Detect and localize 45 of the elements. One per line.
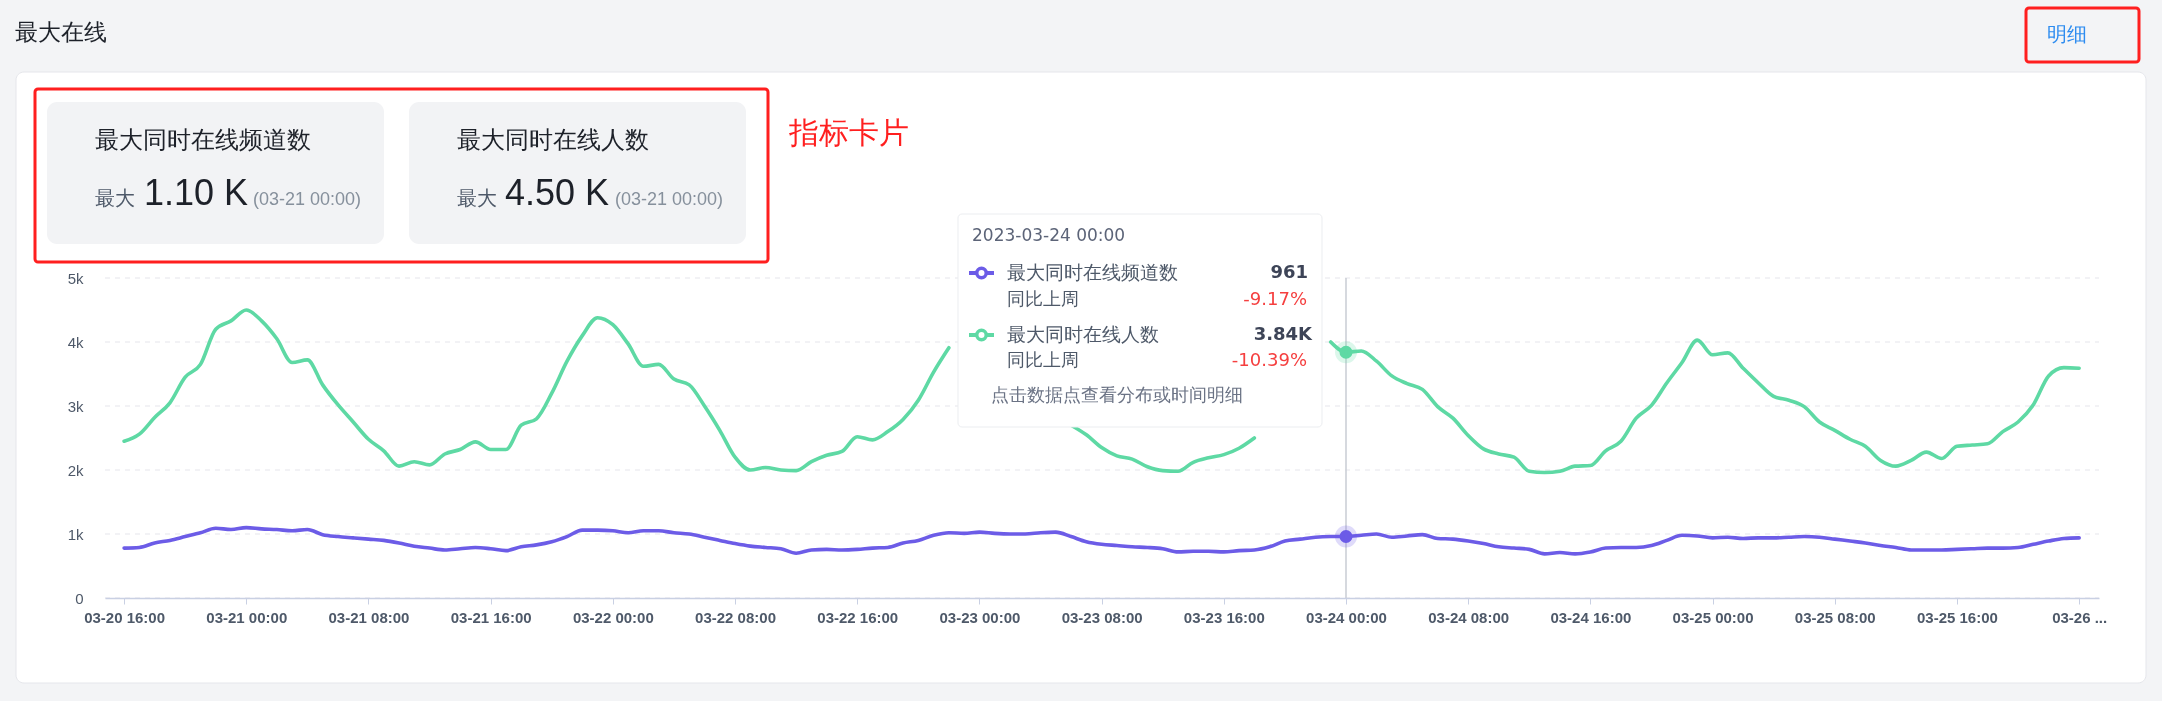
annotation: 961 [1270, 261, 1308, 282]
text: (03-21 00:00) [615, 189, 724, 209]
annotation: 同比上周 [1007, 350, 1079, 370]
line-series [122, 525, 2081, 556]
x-tick-label: 03-23 08:00 [1061, 608, 1143, 626]
annotation: 点击数据点查看分布或时间明细 [991, 385, 1243, 405]
x-tick-label: 03-24 00:00 [1306, 608, 1387, 626]
x-tick-label: 03-25 00:00 [1672, 608, 1754, 626]
legend-label: 最大同时在线频道数 [1007, 262, 1178, 283]
x-tick-label: 03-22 00:00 [572, 608, 654, 626]
y-tick-label: 4k [67, 333, 84, 351]
x-tick-label: 03-26 ... [2052, 608, 2108, 626]
text: 2023-03-24 00:00 [972, 225, 1126, 245]
x-tick-label: 03-20 16:00 [84, 608, 166, 626]
x-tick-label: 03-25 08:00 [1794, 608, 1876, 626]
text: (03-21 00:00) [253, 189, 362, 209]
text: 最大同时在线人数 [457, 126, 649, 153]
x-tick-label: 03-22 08:00 [695, 608, 776, 626]
x-tick-label: 03-21 00:00 [206, 608, 288, 626]
y-tick-label: 2k [67, 461, 84, 479]
x-tick-label: 03-21 16:00 [450, 608, 532, 626]
y-tick-label: 5k [67, 269, 84, 287]
text: 最大 [95, 187, 135, 209]
x-tick-label: 03-23 16:00 [1183, 608, 1265, 626]
text: 最大同时在线频道数 [95, 126, 311, 153]
y-tick-label: 1k [67, 525, 84, 543]
annotation: 3.84K [1253, 323, 1314, 344]
x-tick-label: 03-23 00:00 [939, 608, 1021, 626]
legend-label: 最大同时在线人数 [1007, 324, 1159, 345]
x-tick-label: 03-24 16:00 [1550, 608, 1632, 626]
text: 1.10 K [144, 172, 249, 213]
text: 指标卡片 [788, 116, 909, 149]
x-tick-label: 03-25 16:00 [1917, 608, 1998, 626]
annotation: -10.39% [1231, 349, 1307, 370]
text: 4.50 K [505, 172, 610, 213]
x-tick-label: 03-24 08:00 [1428, 608, 1510, 626]
y-tick-label: 0 [75, 589, 84, 607]
annotation: 同比上周 [1007, 289, 1079, 309]
annotation: -9.17% [1243, 288, 1307, 309]
text: 最大 [457, 187, 497, 209]
y-tick-label: 3k [67, 397, 84, 415]
x-tick-label: 03-21 08:00 [328, 608, 410, 626]
chart-title: 最大在线 [15, 19, 107, 45]
x-tick-label: 03-22 16:00 [817, 608, 899, 626]
text: 明细 [2047, 23, 2087, 45]
